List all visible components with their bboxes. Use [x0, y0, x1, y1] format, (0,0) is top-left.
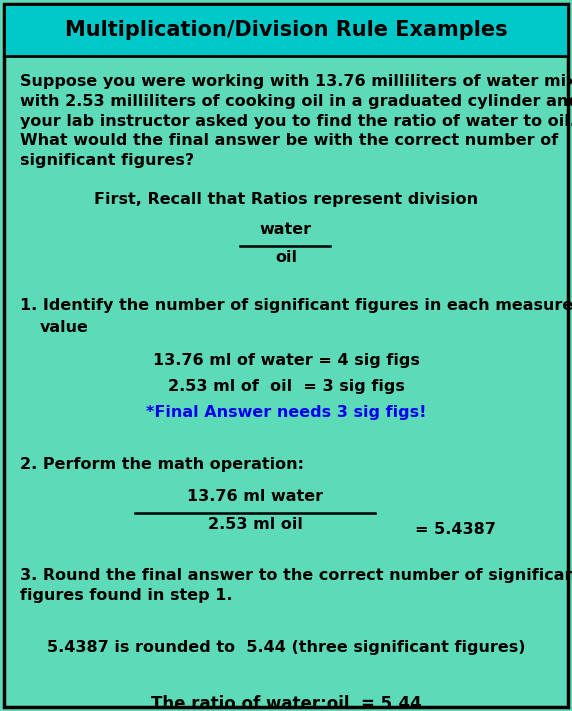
Text: 2.53 ml of  oil  = 3 sig figs: 2.53 ml of oil = 3 sig figs [168, 379, 404, 394]
Bar [4, 4, 568, 56]
Text: 13.76 ml of water = 4 sig figs: 13.76 ml of water = 4 sig figs [153, 353, 419, 368]
Text: value: value [40, 320, 89, 335]
Text: water: water [260, 222, 312, 237]
Text: *Final Answer needs 3 sig figs!: *Final Answer needs 3 sig figs! [146, 405, 426, 420]
Text: = 5.4387: = 5.4387 [415, 521, 496, 537]
Text: The ratio of water:oil  = 5.44: The ratio of water:oil = 5.44 [150, 695, 422, 711]
Text: Suppose you were working with 13.76 milliliters of water mixed
with 2.53 millili: Suppose you were working with 13.76 mill… [20, 74, 572, 169]
Text: oil: oil [275, 250, 297, 265]
Text: 2. Perform the math operation:: 2. Perform the math operation: [20, 457, 304, 472]
Text: 5.4387 is rounded to  5.44 (three significant figures): 5.4387 is rounded to 5.44 (three signifi… [47, 640, 525, 655]
Text: First, Recall that Ratios represent division: First, Recall that Ratios represent divi… [94, 192, 478, 207]
Text: 3. Round the final answer to the correct number of significant
figures found in : 3. Round the final answer to the correct… [20, 568, 572, 603]
Text: Multiplication/Division Rule Examples: Multiplication/Division Rule Examples [65, 20, 507, 40]
Text: 1. Identify the number of significant figures in each measured: 1. Identify the number of significant fi… [20, 298, 572, 313]
Text: 2.53 ml oil: 2.53 ml oil [208, 517, 303, 532]
Text: 13.76 ml water: 13.76 ml water [187, 489, 323, 504]
